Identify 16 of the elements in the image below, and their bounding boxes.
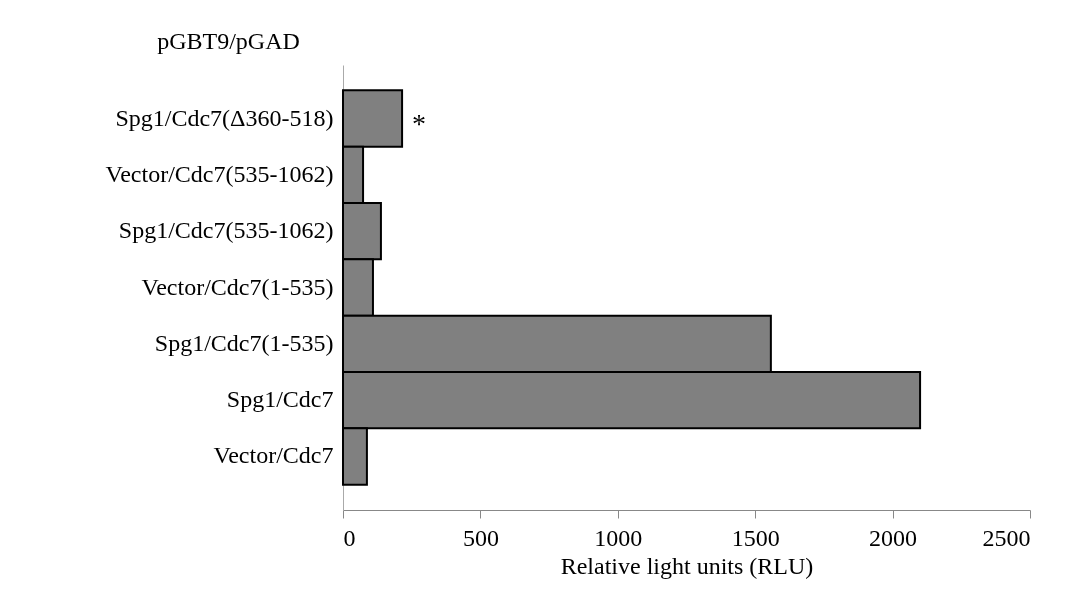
y-tick-label: Spg1/Cdc7 [226,386,334,413]
y-axis-title: pGBT9/pGAD [157,27,300,54]
x-tick-label: 500 [462,524,499,551]
y-tick-label: Vector/Cdc7(1-535) [141,273,334,300]
y-tick-label: Vector/Cdc7 [213,442,334,469]
y-tick-label: Spg1/Cdc7(Δ360-518) [115,104,334,131]
x-axis-title: Relative light units (RLU) [560,552,814,579]
x-tick-label: 0 [343,524,356,551]
y-tick-label: Spg1/Cdc7(1-535) [154,329,334,356]
x-tick-label: 1500 [731,524,780,551]
x-tick-label: 1000 [594,524,643,551]
y-tick-label: Vector/Cdc7(535-1062) [105,160,334,187]
y-tick-label: Spg1/Cdc7(535-1062) [118,217,334,244]
annotation: * [412,107,427,139]
x-tick-label: 2500 [982,524,1031,551]
x-tick-label: 2000 [869,524,918,551]
